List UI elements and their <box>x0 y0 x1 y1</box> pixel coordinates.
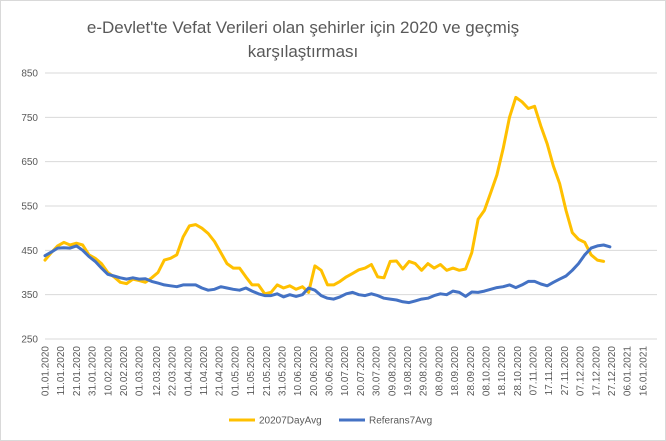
x-tick-label: 07.11.2020 <box>529 346 540 396</box>
x-tick-label: 01.04.2020 <box>183 346 194 396</box>
y-tick-label: 850 <box>21 69 38 80</box>
x-tick-label: 12.03.2020 <box>152 346 163 396</box>
y-tick-label: 750 <box>21 113 38 124</box>
x-tick-label: 10.02.2020 <box>103 346 114 396</box>
legend: 20207DayAvg Referans7Avg <box>229 416 432 427</box>
x-tick-label: 01.05.2020 <box>230 346 241 396</box>
x-tick-label: 16.01.2021 <box>638 346 649 396</box>
x-tick-label: 20.06.2020 <box>309 346 320 396</box>
x-tick-label: 20.02.2020 <box>119 346 130 396</box>
x-tick-label: 19.08.2020 <box>403 346 414 396</box>
x-tick-label: 21.01.2020 <box>72 346 83 396</box>
x-tick-label: 08.10.2020 <box>481 346 492 396</box>
x-tick-label: 22.03.2020 <box>168 346 179 396</box>
chart-title-line2: karşılaştırması <box>247 42 359 61</box>
x-tick-label: 08.09.2020 <box>434 346 445 396</box>
y-tick-label: 450 <box>21 246 38 257</box>
gridlines <box>45 72 657 340</box>
x-tick-label: 01.01.2020 <box>41 346 52 396</box>
x-tick-label: 28.10.2020 <box>513 346 524 396</box>
x-tick-label: 18.09.2020 <box>450 346 461 396</box>
y-tick-label: 250 <box>21 335 38 346</box>
x-tick-label: 28.09.2020 <box>466 346 477 396</box>
x-tick-label: 20.07.2020 <box>356 346 367 396</box>
x-tick-label: 10.06.2020 <box>293 346 304 396</box>
y-tick-label: 550 <box>21 202 38 213</box>
x-axis-labels: 01.01.2020 11.01.2020 21.01.2020 31.01.2020… <box>41 346 650 396</box>
legend-label-1: Referans7Avg <box>369 416 432 427</box>
y-tick-label: 350 <box>21 290 38 301</box>
x-tick-label: 27.11.2020 <box>560 346 571 396</box>
x-tick-label: 11.04.2020 <box>199 346 210 396</box>
x-tick-label: 29.08.2020 <box>419 346 430 396</box>
chart-title: e-Devlet'te Vefat Verileri olan şehirler… <box>0 16 606 64</box>
y-axis-labels: 250 350 450 550 650 750 850 <box>21 69 38 346</box>
series-line-1 <box>43 243 612 305</box>
x-tick-label: 31.01.2020 <box>88 346 99 396</box>
x-tick-label: 11.01.2020 <box>56 346 67 396</box>
x-tick-label: 21.04.2020 <box>215 346 226 396</box>
x-tick-label: 27.12.2020 <box>607 346 618 396</box>
x-tick-label: 01.03.2020 <box>135 346 146 396</box>
x-tick-label: 30.06.2020 <box>325 346 336 396</box>
x-tick-label: 07.12.2020 <box>576 346 587 396</box>
x-tick-label: 10.07.2020 <box>340 346 351 396</box>
x-tick-label: 17.11.2020 <box>544 346 555 396</box>
x-tick-label: 09.08.2020 <box>387 346 398 396</box>
x-tick-label: 17.12.2020 <box>591 346 602 396</box>
x-tick-label: 06.01.2021 <box>623 346 634 396</box>
y-tick-label: 650 <box>21 157 38 168</box>
chart-title-line1: e-Devlet'te Vefat Verileri olan şehirler… <box>86 18 520 37</box>
series-line-0 <box>43 95 606 296</box>
x-tick-label: 30.07.2020 <box>372 346 383 396</box>
x-tick-label: 18.10.2020 <box>497 346 508 396</box>
x-tick-label: 31.05.2020 <box>277 346 288 396</box>
legend-label-0: 20207DayAvg <box>259 416 322 427</box>
x-tick-label: 21.05.2020 <box>262 346 273 396</box>
x-tick-label: 11.05.2020 <box>246 346 257 396</box>
series-lines <box>43 95 612 305</box>
